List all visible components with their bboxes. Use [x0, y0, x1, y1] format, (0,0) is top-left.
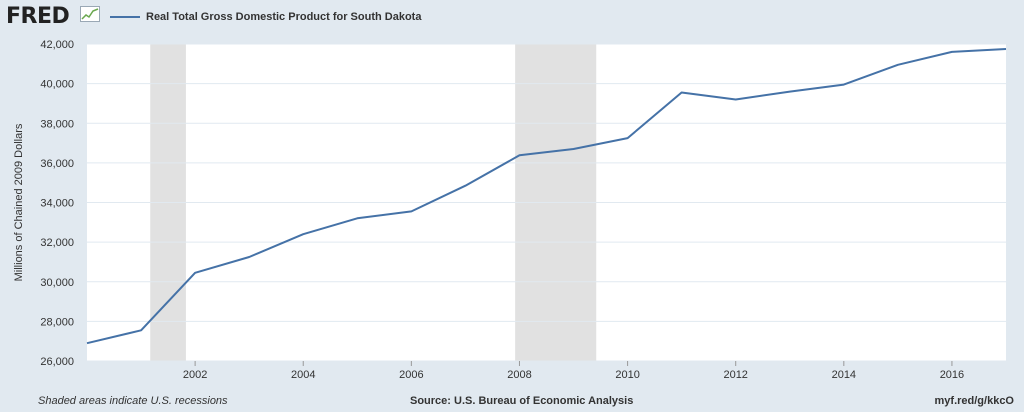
data-point: [463, 183, 468, 188]
y-tick-label: 28,000: [40, 316, 74, 328]
data-point: [85, 341, 90, 346]
y-tick-label: 34,000: [40, 198, 74, 210]
data-point: [787, 89, 792, 94]
y-tick-label: 38,000: [40, 118, 74, 130]
y-tick-label: 32,000: [40, 237, 74, 249]
data-point: [625, 136, 630, 141]
chart-legend: Real Total Gross Domestic Product for So…: [110, 11, 421, 23]
gridlines: [87, 43, 1006, 362]
data-point: [355, 216, 360, 221]
chart-header: FRED Real Total Gross Domestic Product f…: [0, 0, 1024, 34]
x-tick-label: 2002: [183, 369, 207, 381]
source-text: Source: U.S. Bureau of Economic Analysis: [410, 395, 634, 407]
recession-note: Shaded areas indicate U.S. recessions: [38, 395, 228, 407]
data-point: [409, 209, 414, 214]
data-point: [247, 254, 252, 259]
legend-line-swatch: [110, 16, 140, 19]
data-point: [301, 232, 306, 237]
data-point: [193, 270, 198, 275]
y-tick-label: 30,000: [40, 277, 74, 289]
series-line: [86, 48, 1007, 345]
data-point: [517, 153, 522, 158]
x-tick-label: 2016: [940, 369, 964, 381]
x-tick-label: 2004: [291, 369, 315, 381]
x-axis-ticks: 2002 2004 2006 2008 2010 2012 2014 2016: [183, 361, 964, 381]
x-tick-label: 2010: [615, 369, 639, 381]
y-tick-label: 36,000: [40, 158, 74, 170]
data-point: [895, 62, 900, 67]
data-point: [949, 49, 954, 54]
data-point: [841, 82, 846, 87]
y-tick-label: 40,000: [40, 79, 74, 91]
data-point: [733, 97, 738, 102]
legend-series-label: Real Total Gross Domestic Product for So…: [146, 11, 422, 23]
x-tick-label: 2006: [399, 369, 423, 381]
x-tick-label: 2012: [723, 369, 747, 381]
short-link[interactable]: myf.red/g/kkcO: [934, 395, 1014, 407]
y-axis-label: Millions of Chained 2009 Dollars: [13, 123, 25, 281]
data-point: [1004, 46, 1009, 51]
y-axis-ticks: 26,000 28,000 30,000 32,000 34,000 36,000 38,0…: [40, 39, 74, 368]
data-point: [679, 90, 684, 95]
series-group: [85, 46, 1009, 346]
data-point: [571, 147, 576, 152]
chart-line-icon: [80, 6, 100, 22]
x-tick-label: 2014: [832, 369, 856, 381]
y-tick-label: 42,000: [40, 39, 74, 51]
data-point: [139, 328, 144, 333]
y-tick-label: 26,000: [40, 356, 74, 368]
fred-logo[interactable]: FRED: [6, 4, 70, 29]
x-tick-label: 2008: [507, 369, 531, 381]
